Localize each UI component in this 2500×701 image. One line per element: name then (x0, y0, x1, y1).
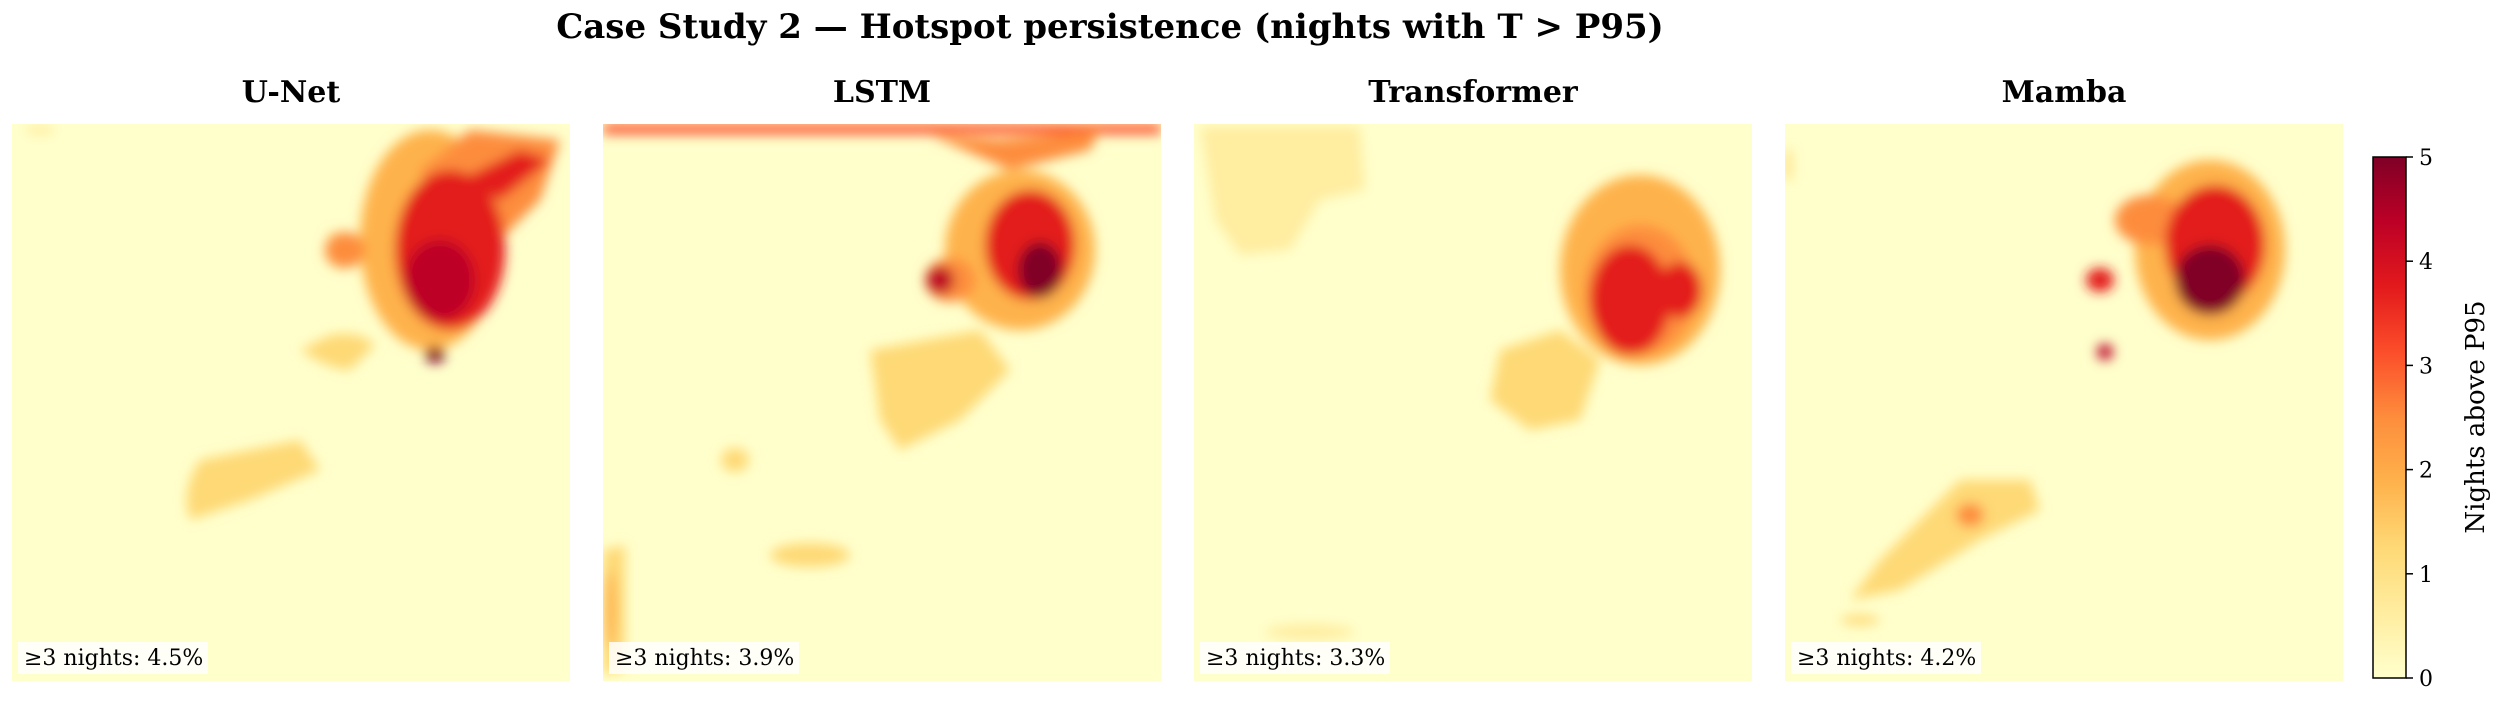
figure-title: Case Study 2 — Hotspot persistence (nigh… (556, 7, 1664, 47)
colorbar-gradient (2372, 156, 2407, 679)
panel-title: Transformer (1368, 75, 1579, 110)
panel-unet: U-Net ≥3 nights: 4.5% (12, 75, 570, 681)
colorbar-tick-label: 4 (2419, 250, 2433, 275)
heatmap-field (1200, 126, 1720, 640)
panel-title: LSTM (833, 75, 931, 110)
colorbar-tick-label: 3 (2419, 354, 2433, 379)
colorbar-tick-label: 5 (2419, 146, 2433, 171)
colorbar-tick-label: 2 (2419, 459, 2433, 484)
panel-annotation: ≥3 nights: 3.3% (1206, 646, 1385, 671)
panel-annotation: ≥3 nights: 4.2% (1797, 646, 1976, 671)
colorbar-ticks: 0 1 2 3 4 5 (2406, 146, 2433, 692)
colorbar-tick-label: 1 (2419, 563, 2433, 588)
colorbar: 0 1 2 3 4 5 Nights above P95 (2372, 146, 2491, 692)
panel-transformer: Transformer ≥3 nights: 3.3% (1194, 75, 1752, 681)
panel-title: Mamba (2002, 75, 2127, 110)
panel-annotation: ≥3 nights: 4.5% (24, 646, 203, 671)
panel-lstm: LSTM ≥3 nights: 3.9% (603, 75, 1161, 681)
heatmap-field (603, 124, 1161, 675)
heatmap-field (25, 125, 560, 520)
heatmap-field (1785, 150, 2285, 625)
colorbar-label: Nights above P95 (2461, 300, 2491, 533)
colorbar-tick-label: 0 (2419, 667, 2433, 692)
panel-annotation: ≥3 nights: 3.9% (615, 646, 794, 671)
panel-mamba: Mamba ≥3 nights: 4.2% (1785, 75, 2343, 681)
panel-title: U-Net (242, 75, 341, 110)
